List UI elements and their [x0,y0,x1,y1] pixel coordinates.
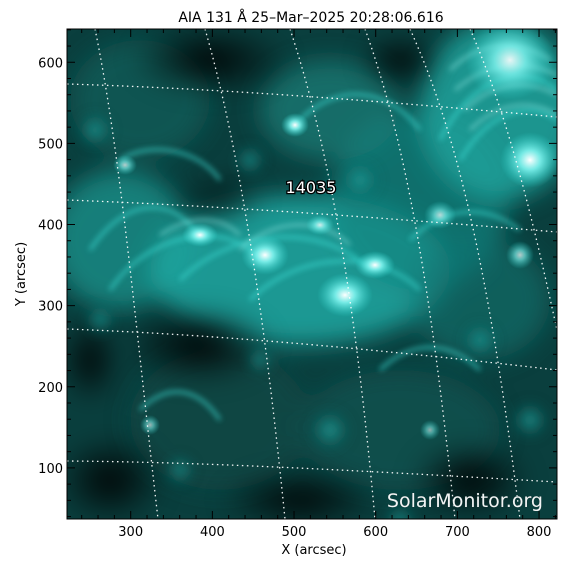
x-tick-label: 700 [445,525,470,540]
y-tick-label: 200 [38,381,63,396]
y-tick-label: 500 [38,137,63,152]
x-tick-label: 300 [118,525,143,540]
y-tick-label: 300 [38,300,63,315]
y-tick-label: 600 [38,56,63,71]
y-axis: 100 200 300 400 500 600 [38,29,557,518]
image-title: AIA 131 Å 25–Mar–2025 20:28:06.616 [178,9,443,26]
y-tick-label: 100 [38,462,63,477]
active-region-label: 14035 [286,178,337,197]
plot-frame [66,28,558,520]
x-axis: 300 400 500 600 700 800 [81,29,556,540]
heliographic-grid [67,29,557,519]
x-axis-label: X (arcsec) [281,543,346,558]
x-tick-label: 800 [527,525,552,540]
x-tick-label: 500 [282,525,307,540]
solarmonitor-watermark: SolarMonitor.org [387,490,543,512]
y-axis-label: Y (arcsec) [14,242,29,307]
x-tick-label: 400 [200,525,225,540]
x-tick-label: 600 [363,525,388,540]
solar-image [67,29,557,519]
y-tick-label: 400 [38,219,63,234]
